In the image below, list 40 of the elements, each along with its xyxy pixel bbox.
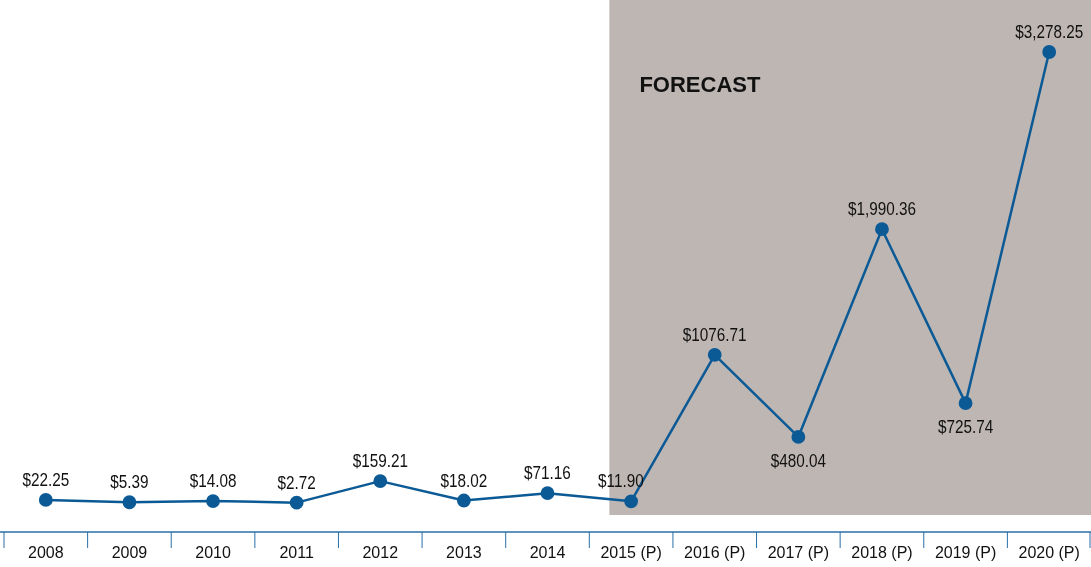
point [875,222,889,237]
x-tick-label: 2020 (P) [1018,544,1080,561]
x-tick-label: 2018 (P) [851,544,913,561]
data-label: $2.72 [277,472,316,493]
data-label: $14.08 [189,470,237,492]
x-tick-label: 2017 (P) [767,544,830,561]
point [456,493,471,508]
point [791,430,806,444]
point [206,494,220,508]
point [958,396,973,411]
point [373,474,388,488]
data-label: $5.39 [110,472,149,493]
x-tick-label: 2011 [279,544,314,561]
point [540,486,555,501]
point [624,494,639,509]
data-label: $1076.71 [682,324,747,346]
x-tick-label: 2013 [446,544,482,561]
data-label: $159.21 [352,450,408,472]
x-tick-label: 2009 [111,544,148,561]
x-tick-label: 2008 [28,544,64,561]
x-tick-label: 2010 [195,544,231,561]
x-tick-label: 2015 (P) [600,544,662,561]
point [289,495,304,510]
x-tick-label: 2016 (P) [684,544,746,561]
data-label: $11.90 [598,471,644,492]
data-label: $725.74 [937,416,994,438]
data-label: $71.16 [524,463,571,484]
point [1042,45,1057,59]
x-tick-label: 2012 [362,544,399,561]
point [122,495,137,510]
x-tick-label: 2014 [529,544,566,561]
data-label: $22.25 [22,469,70,491]
data-label: $1,990.36 [847,199,916,220]
point [707,347,722,362]
data-label: $480.04 [770,450,826,472]
point [38,493,53,507]
data-label: $18.02 [440,470,488,491]
x-tick-label: 2019 (P) [934,544,997,561]
band-label: FORECAST [639,72,761,97]
data-label: $3,278.25 [1015,21,1084,43]
